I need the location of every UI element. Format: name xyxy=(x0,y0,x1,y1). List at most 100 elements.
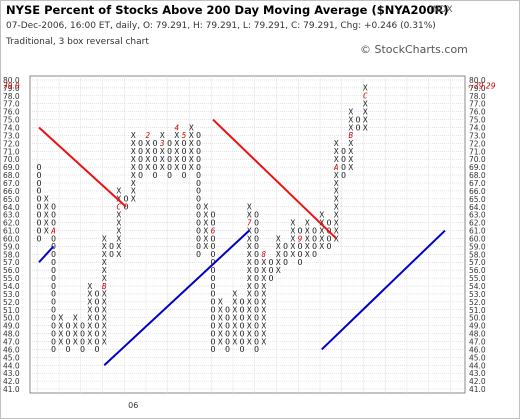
month-marker: C xyxy=(116,203,121,212)
y-tick-right: 66.0 xyxy=(469,187,486,196)
month-marker: 9 xyxy=(298,234,303,243)
o-box: O xyxy=(327,242,332,251)
o-box: O xyxy=(95,329,100,338)
x-box: X xyxy=(174,139,179,148)
o-box: O xyxy=(167,155,172,164)
x-box: X xyxy=(276,258,281,267)
o-box: O xyxy=(51,234,56,243)
x-box: X xyxy=(203,226,208,235)
x-box: X xyxy=(261,274,266,283)
y-tick-right: 54.0 xyxy=(469,282,486,291)
y-tick-left: 79.0 xyxy=(3,84,20,93)
y-tick-right: 80.0 xyxy=(469,76,486,85)
x-box: X xyxy=(232,337,237,346)
x-box: X xyxy=(102,314,107,323)
y-tick-left: 55.0 xyxy=(3,274,20,283)
y-tick-right: 70.0 xyxy=(469,155,486,164)
x-box: X xyxy=(44,226,49,235)
o-box: O xyxy=(254,218,259,227)
x-box: X xyxy=(334,187,339,196)
o-box: O xyxy=(196,179,201,188)
x-box: X xyxy=(261,321,266,330)
o-box: O xyxy=(240,337,245,346)
o-box: O xyxy=(254,306,259,315)
o-box: O xyxy=(138,155,143,164)
x-box: X xyxy=(102,250,107,259)
o-box: O xyxy=(211,274,216,283)
o-box: O xyxy=(240,306,245,315)
o-box: O xyxy=(211,329,216,338)
y-tick-left: 72.0 xyxy=(3,139,20,148)
o-box: O xyxy=(37,218,42,227)
y-tick-left: 62.0 xyxy=(3,219,20,228)
o-box: O xyxy=(225,306,230,315)
o-box: O xyxy=(138,139,143,148)
o-box: O xyxy=(51,203,56,212)
o-box: O xyxy=(37,179,42,188)
o-box: O xyxy=(211,345,216,354)
exchange-label: INDX xyxy=(430,5,453,15)
o-box: O xyxy=(254,345,259,354)
o-box: O xyxy=(153,147,158,156)
x-box: X xyxy=(87,298,92,307)
o-box: O xyxy=(196,242,201,251)
x-box: X xyxy=(160,131,165,140)
o-box: O xyxy=(254,321,259,330)
o-box: O xyxy=(283,242,288,251)
x-box: X xyxy=(102,290,107,299)
x-box: X xyxy=(334,179,339,188)
o-box: O xyxy=(240,321,245,330)
x-box: X xyxy=(247,298,252,307)
x-box: X xyxy=(87,290,92,299)
o-box: O xyxy=(196,155,201,164)
x-box: X xyxy=(102,234,107,243)
support-trendline xyxy=(321,229,446,351)
month-marker: 5 xyxy=(182,131,187,140)
x-box: X xyxy=(189,139,194,148)
y-tick-right: 76.0 xyxy=(469,108,486,117)
y-tick-left: 50.0 xyxy=(3,314,20,323)
x-box: X xyxy=(334,171,339,180)
x-box: X xyxy=(305,226,310,235)
x-box: X xyxy=(102,306,107,315)
x-box: X xyxy=(87,337,92,346)
y-tick-right: 44.0 xyxy=(469,361,486,370)
month-marker: B xyxy=(348,131,353,140)
x-box: X xyxy=(203,218,208,227)
o-box: O xyxy=(153,139,158,148)
x-box: X xyxy=(247,266,252,275)
month-marker: B xyxy=(102,282,107,291)
x-box: X xyxy=(116,250,121,259)
o-box: O xyxy=(196,234,201,243)
o-box: O xyxy=(254,314,259,323)
x-box: X xyxy=(247,210,252,219)
x-box: X xyxy=(334,155,339,164)
o-box: O xyxy=(254,298,259,307)
x-box: X xyxy=(247,329,252,338)
o-box: O xyxy=(66,345,71,354)
x-box: X xyxy=(247,242,252,251)
x-box: X xyxy=(203,242,208,251)
y-tick-right: 52.0 xyxy=(469,298,486,307)
o-box: O xyxy=(138,147,143,156)
y-tick-right: 55.0 xyxy=(469,274,486,283)
x-box: X xyxy=(87,321,92,330)
x-box: X xyxy=(131,155,136,164)
x-box: X xyxy=(116,242,121,251)
y-tick-left: 44.0 xyxy=(3,361,20,370)
y-tick-right: 74.0 xyxy=(469,124,486,133)
x-box: X xyxy=(290,218,295,227)
chart-title: NYSE Percent of Stocks Above 200 Day Mov… xyxy=(6,3,449,17)
x-box: X xyxy=(102,329,107,338)
o-box: O xyxy=(240,329,245,338)
x-box: X xyxy=(87,306,92,315)
x-box: X xyxy=(247,203,252,212)
o-box: O xyxy=(196,163,201,172)
o-box: O xyxy=(254,210,259,219)
month-marker: 2 xyxy=(145,131,150,140)
y-tick-left: 73.0 xyxy=(3,131,20,140)
x-box: X xyxy=(363,100,368,109)
x-box: X xyxy=(116,187,121,196)
x-box: X xyxy=(102,274,107,283)
o-box: O xyxy=(153,155,158,164)
